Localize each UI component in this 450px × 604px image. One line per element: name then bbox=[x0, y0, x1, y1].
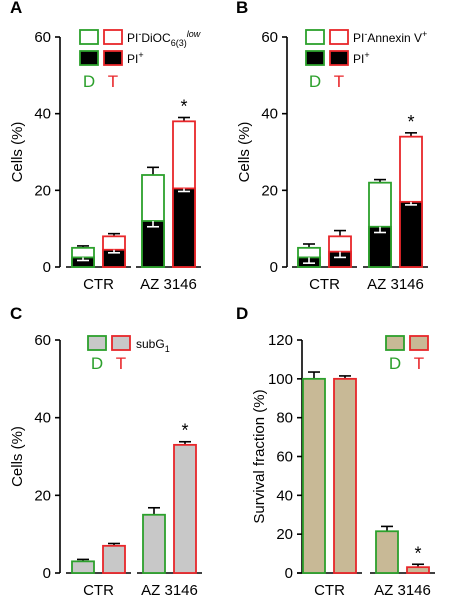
y-tick-label: 20 bbox=[34, 182, 51, 199]
x-tick-label: AZ 3146 bbox=[367, 276, 424, 293]
panel-label-c: C bbox=[10, 304, 22, 323]
x-tick-label: AZ 3146 bbox=[374, 582, 431, 599]
legend-swatch-d-top bbox=[305, 29, 325, 45]
legend-swatch-t-bottom bbox=[103, 50, 123, 66]
y-tick-label: 100 bbox=[268, 371, 293, 388]
x-tick-label: CTR bbox=[83, 276, 114, 293]
y-tick-label: 0 bbox=[270, 259, 278, 276]
chart-panel-b: B 0 20 40 60 Cells (%) CTR AZ 3146 * PI-Annexin V… bbox=[236, 0, 428, 293]
legend-letter-t: T bbox=[108, 72, 118, 91]
bar-bottom-segment bbox=[399, 200, 423, 268]
legend: subG1 D T bbox=[87, 335, 170, 373]
y-tick-label: 0 bbox=[43, 259, 51, 276]
bar bbox=[173, 443, 197, 574]
y-tick-label: 20 bbox=[261, 182, 278, 199]
legend-letter-t: T bbox=[414, 354, 424, 373]
x-tick-label: CTR bbox=[314, 582, 345, 599]
legend-letter-d: D bbox=[389, 354, 401, 373]
legend-swatch-t bbox=[409, 335, 429, 351]
legend: PI-DiOC6(3)low PI+ D T bbox=[79, 29, 201, 91]
legend-letter-d: D bbox=[83, 72, 95, 91]
y-tick-label: 40 bbox=[261, 106, 278, 123]
legend-label-top: PI-Annexin V+ bbox=[353, 29, 427, 45]
y-tick-label: 40 bbox=[34, 410, 51, 427]
legend-swatch-t-top bbox=[329, 29, 349, 45]
y-tick-label: 60 bbox=[276, 449, 293, 466]
y-tick-label: 20 bbox=[276, 526, 293, 543]
y-tick-label: 120 bbox=[268, 332, 293, 349]
bar bbox=[102, 544, 126, 574]
y-axis-label: Survival fraction (%) bbox=[251, 389, 268, 523]
y-tick-label: 0 bbox=[43, 565, 51, 582]
bar bbox=[142, 513, 166, 574]
legend-letter-d: D bbox=[309, 72, 321, 91]
legend-letter-t: T bbox=[116, 354, 126, 373]
legend-swatch-d-top bbox=[79, 29, 99, 45]
y-tick-label: 20 bbox=[34, 487, 51, 504]
bar-bottom-segment bbox=[141, 220, 165, 268]
y-tick-label: 60 bbox=[34, 332, 51, 349]
legend-label-top: PI-DiOC6(3)low bbox=[127, 29, 201, 48]
legend-swatch-d bbox=[385, 335, 405, 351]
bar bbox=[71, 560, 95, 574]
bar bbox=[406, 566, 430, 574]
panel-label-d: D bbox=[236, 304, 248, 323]
legend-letter-t: T bbox=[334, 72, 344, 91]
legend-label-bottom: PI+ bbox=[127, 50, 144, 66]
y-axis-label: Cells (%) bbox=[9, 426, 26, 487]
y-tick-label: 0 bbox=[285, 565, 293, 582]
significance-star: * bbox=[180, 97, 187, 117]
legend-swatch-d-bottom bbox=[305, 50, 325, 66]
legend-label-bottom: PI+ bbox=[353, 50, 370, 66]
legend-swatch-t-bottom bbox=[329, 50, 349, 66]
x-tick-label: AZ 3146 bbox=[141, 582, 198, 599]
y-tick-label: 60 bbox=[34, 29, 51, 46]
bar bbox=[302, 377, 326, 574]
y-tick-label: 40 bbox=[34, 106, 51, 123]
legend-letter-d: D bbox=[91, 354, 103, 373]
x-tick-label: CTR bbox=[309, 276, 340, 293]
panel-label-b: B bbox=[236, 0, 248, 17]
x-tick-label: CTR bbox=[83, 582, 114, 599]
legend: PI-Annexin V+ PI+ D T bbox=[305, 29, 427, 91]
panel-label-a: A bbox=[10, 0, 22, 17]
chart-panel-a: A 0 20 40 60 Cells (%) CTR AZ 3146 * PI-DiOC6(3)l… bbox=[9, 0, 201, 293]
legend-label: subG1 bbox=[136, 337, 170, 354]
bar bbox=[333, 377, 357, 574]
x-tick-label: AZ 3146 bbox=[140, 276, 197, 293]
y-axis-label: Cells (%) bbox=[236, 122, 253, 183]
significance-star: * bbox=[181, 421, 188, 441]
y-tick-label: 80 bbox=[276, 410, 293, 427]
chart-panel-c: C 0 20 40 60 Cells (%) CTR AZ 3146 * subG1 D T bbox=[9, 304, 202, 599]
y-tick-label: 60 bbox=[261, 29, 278, 46]
significance-star: * bbox=[414, 543, 421, 563]
legend-swatch-d bbox=[87, 335, 107, 351]
y-tick-label: 40 bbox=[276, 487, 293, 504]
y-axis-label: Cells (%) bbox=[9, 122, 26, 183]
legend-swatch-d-bottom bbox=[79, 50, 99, 66]
chart-panel-d: D 0 20 40 60 80 100 120 Survival fraction (%) CTR… bbox=[236, 304, 435, 599]
bar bbox=[375, 530, 399, 574]
bar-bottom-segment bbox=[172, 187, 196, 268]
legend-swatch-t bbox=[111, 335, 131, 351]
legend-swatch-t-top bbox=[103, 29, 123, 45]
significance-star: * bbox=[407, 112, 414, 132]
